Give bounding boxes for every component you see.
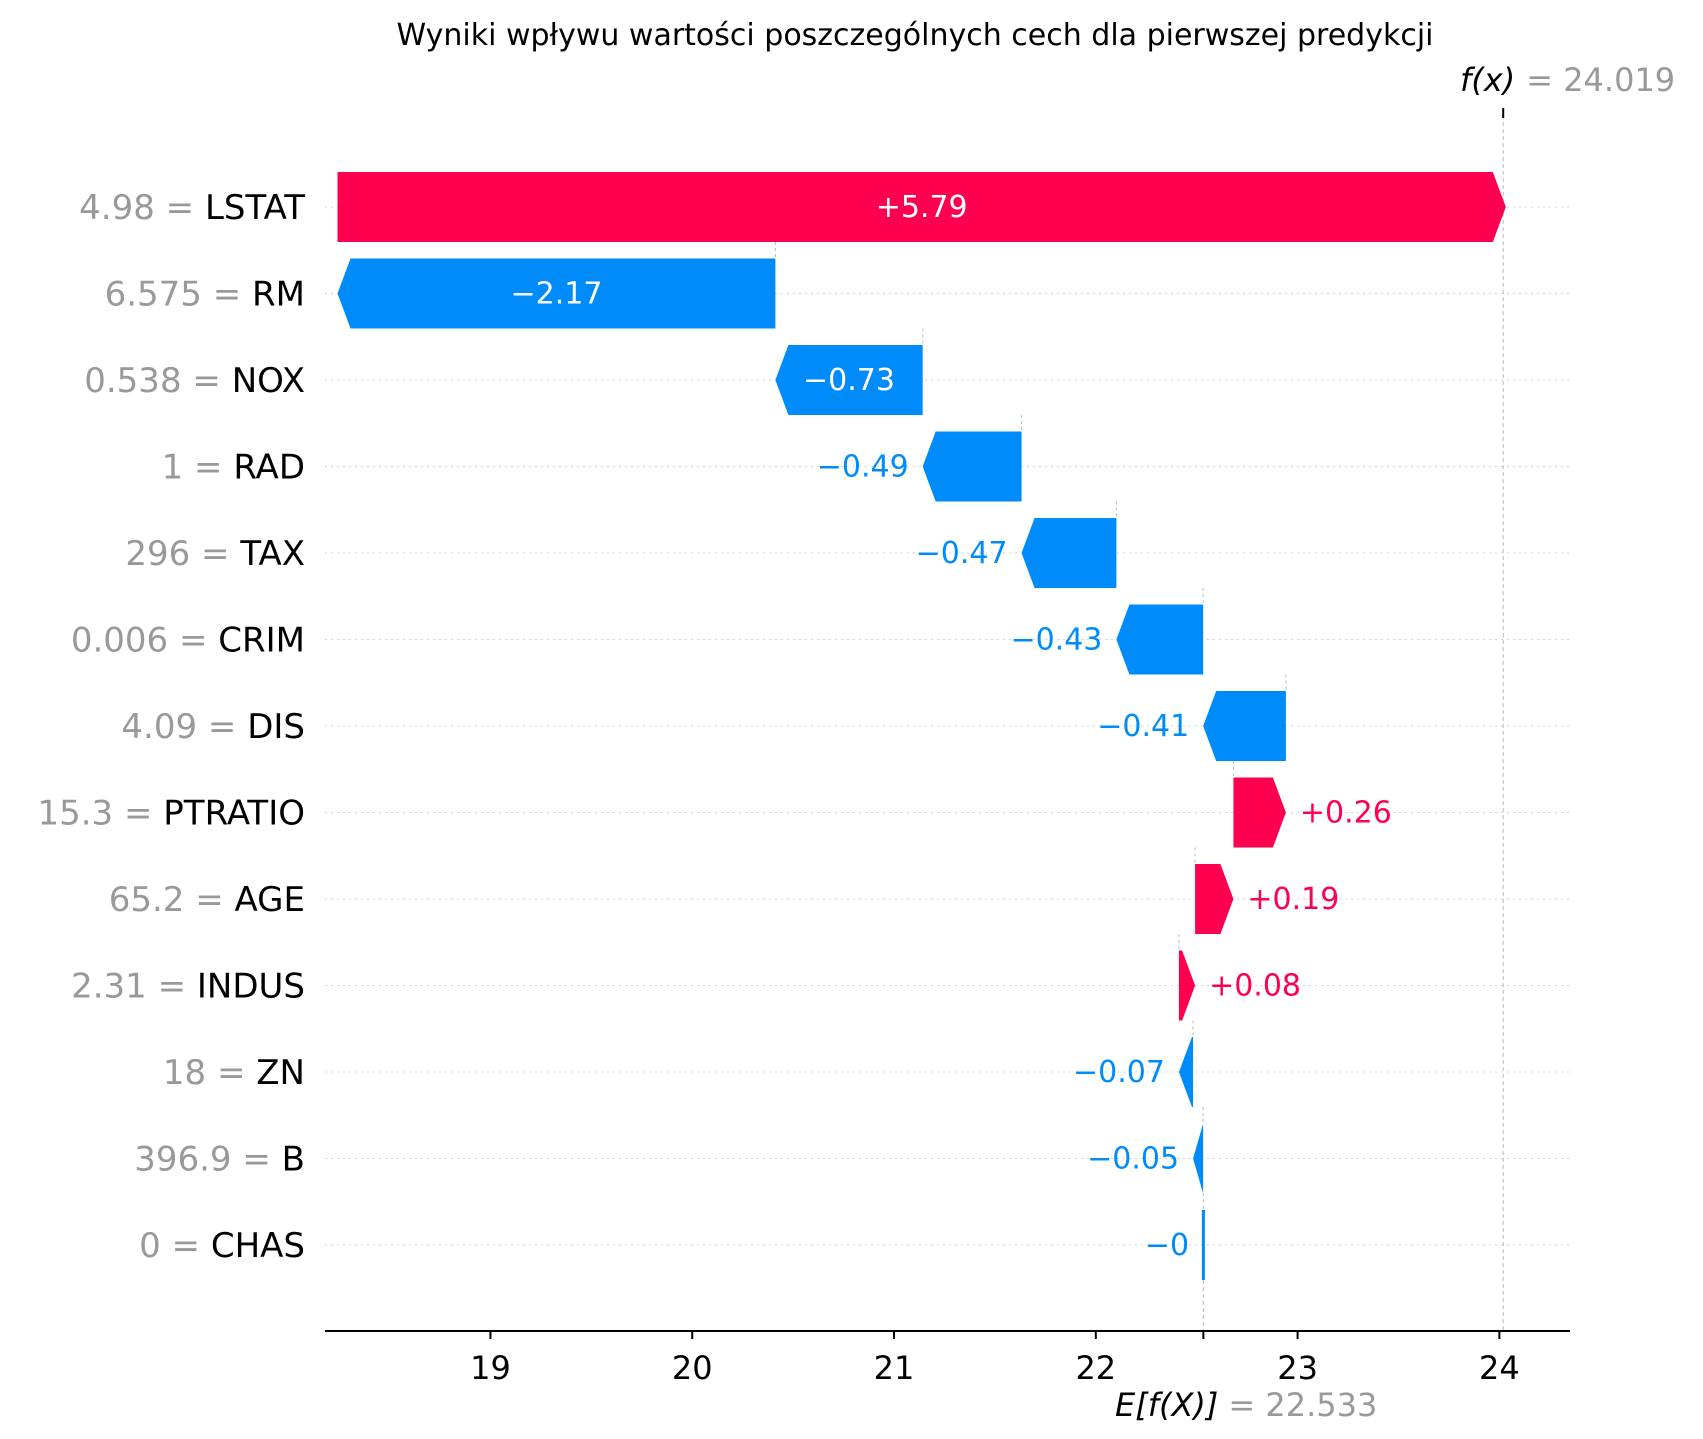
- x-tick-label: 20: [672, 1349, 713, 1387]
- x-tick-label: 21: [874, 1349, 915, 1387]
- bar-nox: [775, 345, 923, 415]
- feature-label: 4.98 = LSTAT: [79, 188, 305, 228]
- x-tick-label: 24: [1479, 1349, 1520, 1387]
- bar-indus: [1178, 950, 1196, 1021]
- shap-value-label: −0.05: [1087, 1142, 1179, 1177]
- bar-b: [1193, 1123, 1204, 1194]
- shap-value-label: −0.07: [1073, 1055, 1165, 1090]
- shap-value-label: −0.47: [916, 536, 1008, 571]
- final-value-label: f(x): [1460, 61, 1515, 99]
- shap-value-label: −0.43: [1010, 623, 1102, 658]
- shap-value-label: +5.79: [876, 190, 968, 225]
- base-value-text: = 22.533: [1228, 1386, 1377, 1424]
- feature-label: 6.575 = RM: [105, 275, 305, 315]
- final-value-text: = 24.019: [1526, 61, 1675, 99]
- feature-label: 296 = TAX: [125, 534, 305, 574]
- shap-value-label: −0.73: [803, 363, 895, 398]
- feature-label: 0 = CHAS: [139, 1226, 305, 1266]
- bar-ptratio: [1233, 777, 1286, 848]
- base-value-label: E[f(X)]: [1115, 1386, 1218, 1424]
- feature-label: 2.31 = INDUS: [71, 967, 305, 1007]
- shap-value-label: −0.41: [1097, 709, 1189, 744]
- shap-value-label: +0.19: [1247, 882, 1339, 917]
- shap-value-label: +0.08: [1209, 969, 1301, 1004]
- x-tick-label: 22: [1075, 1349, 1116, 1387]
- shap-value-label: +0.26: [1300, 796, 1392, 831]
- feature-label: 65.2 = AGE: [109, 880, 305, 920]
- x-tick-label: 19: [470, 1349, 511, 1387]
- shap-value-label: −0.49: [817, 450, 909, 485]
- feature-label: 396.9 = B: [134, 1140, 305, 1180]
- bar-dis: [1203, 691, 1286, 761]
- feature-label: 0.006 = CRIM: [71, 621, 305, 661]
- bar-age: [1195, 864, 1234, 934]
- bar-crim: [1116, 604, 1204, 675]
- bar-lstat: [337, 172, 1506, 242]
- bar-rad: [922, 431, 1022, 502]
- bar-tax: [1021, 518, 1117, 588]
- x-tick-label: 23: [1277, 1349, 1318, 1387]
- shap-value-label: −0: [1145, 1228, 1189, 1263]
- feature-label: 4.09 = DIS: [121, 707, 305, 747]
- bar-zn: [1178, 1037, 1194, 1107]
- feature-label: 1 = RAD: [162, 448, 305, 488]
- shap-value-label: −2.17: [510, 277, 602, 312]
- feature-label: 0.538 = NOX: [84, 361, 305, 401]
- feature-label: 15.3 = PTRATIO: [37, 794, 305, 834]
- chart-title: Wyniki wpływu wartości poszczególnych ce…: [396, 18, 1433, 53]
- bar-chas: [1201, 1210, 1205, 1280]
- bar-rm: [337, 258, 776, 329]
- feature-label: 18 = ZN: [163, 1053, 305, 1093]
